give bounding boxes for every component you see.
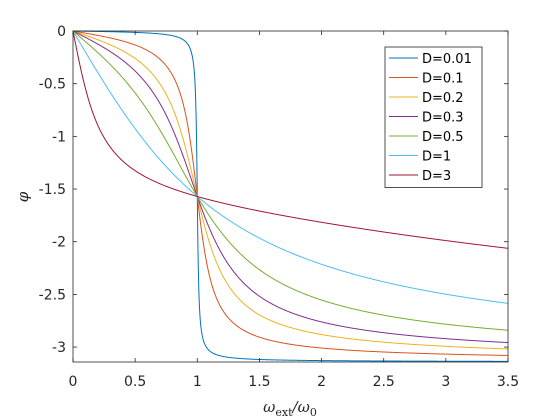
series-line-1 [72, 30, 508, 356]
x-axis-label-sub-zero: 0 [310, 406, 317, 419]
x-axis-label: ωext/ω0 [263, 398, 317, 419]
x-axis-label-sub-ext: ext [275, 406, 293, 419]
series-line-6 [72, 30, 509, 249]
x-tick-label: 1 [193, 374, 202, 390]
series-line-5 [72, 30, 509, 304]
y-tick-label: -3 [52, 340, 66, 356]
y-tick-label: 0 [57, 24, 66, 40]
series-line-0 [72, 30, 508, 362]
x-axis-label-omega: ω [263, 398, 275, 416]
x-tick-label: 0.5 [124, 374, 146, 390]
curves-group [72, 30, 509, 362]
series-line-3 [72, 30, 509, 344]
y-tick-label: -0.5 [39, 77, 66, 93]
x-tick-label: 1.5 [248, 374, 270, 390]
x-tick-label: 3 [441, 374, 450, 390]
x-tick-label: 2 [317, 374, 326, 390]
legend-label-5: D=1 [422, 150, 451, 165]
series-line-4 [72, 30, 509, 331]
y-tick-label: -2.5 [39, 287, 66, 303]
y-tick-label: -2 [52, 235, 66, 251]
y-axis-label: φ [14, 191, 32, 202]
series-line-2 [72, 30, 509, 350]
y-axis-ticks: 0 -0.5 -1 -1.5 -2 -2.5 -3 [39, 24, 508, 356]
legend-label-6: D=3 [422, 169, 451, 184]
legend-label-4: D=0.5 [422, 130, 464, 145]
x-tick-label: 3.5 [497, 374, 519, 390]
x-tick-label: 0 [69, 374, 78, 390]
legend-label-3: D=0.3 [422, 111, 464, 126]
y-tick-label: -1 [52, 129, 66, 145]
legend-label-0: D=0.01 [422, 52, 472, 67]
y-tick-label: -1.5 [39, 182, 66, 198]
legend-label-1: D=0.1 [422, 72, 464, 87]
legend-box [384, 46, 483, 188]
x-tick-label: 2.5 [373, 374, 395, 390]
legend: D=0.01 D=0.1 D=0.2 D=0.3 D=0.5 D=1 D=3 [384, 46, 483, 188]
plot-frame [72, 30, 509, 363]
legend-label-2: D=0.2 [422, 91, 464, 106]
x-axis-label-slash-omega: /ω [291, 398, 310, 416]
x-axis-ticks: 0 0.5 1 1.5 2 2.5 3 3.5 [69, 31, 519, 390]
